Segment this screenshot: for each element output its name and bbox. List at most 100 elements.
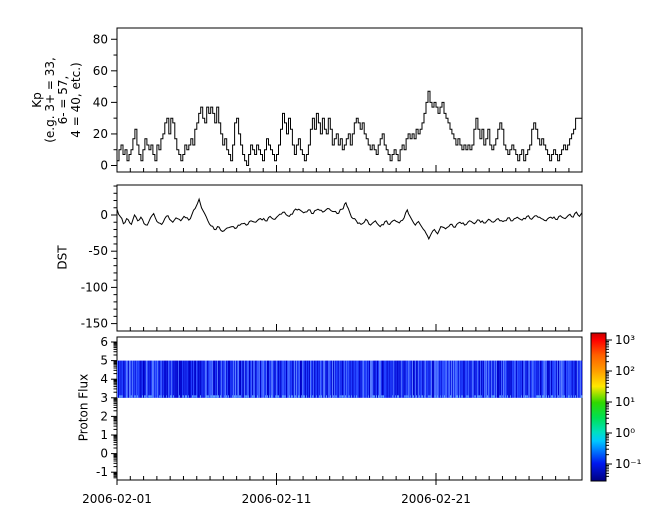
flux-column bbox=[162, 360, 164, 398]
flux-column bbox=[144, 360, 146, 398]
flux-column bbox=[163, 360, 165, 398]
flux-fringe bbox=[283, 395, 285, 398]
flux-column bbox=[147, 360, 149, 398]
flux-fringe bbox=[226, 395, 228, 398]
flux-column bbox=[387, 360, 389, 398]
flux-column bbox=[308, 360, 310, 398]
flux-column bbox=[136, 360, 138, 398]
flux-column bbox=[561, 360, 563, 398]
flux-fringe bbox=[374, 395, 376, 398]
flux-fringe bbox=[494, 395, 496, 398]
flux-column bbox=[441, 360, 443, 398]
flux-column bbox=[445, 360, 447, 398]
flux-fringe bbox=[142, 395, 144, 398]
flux-fringe bbox=[265, 395, 267, 398]
flux-fringe bbox=[487, 395, 489, 398]
flux-fringe bbox=[381, 395, 383, 398]
y-tick-label: 4 bbox=[100, 372, 108, 386]
flux-column bbox=[348, 360, 350, 398]
flux-column bbox=[531, 360, 533, 398]
flux-column bbox=[333, 360, 335, 398]
flux-column bbox=[313, 360, 315, 398]
flux-column bbox=[381, 360, 383, 398]
flux-fringe bbox=[193, 395, 195, 398]
flux-fringe bbox=[351, 395, 353, 398]
flux-column bbox=[281, 360, 283, 398]
flux-column bbox=[515, 360, 517, 398]
flux-fringe bbox=[245, 395, 247, 398]
flux-column bbox=[524, 360, 526, 398]
flux-column bbox=[434, 360, 436, 398]
flux-column bbox=[435, 360, 437, 398]
flux-column bbox=[128, 360, 130, 398]
flux-column bbox=[252, 360, 254, 398]
flux-fringe bbox=[214, 395, 216, 398]
flux-fringe bbox=[526, 395, 528, 398]
flux-fringe bbox=[466, 395, 468, 398]
flux-fringe bbox=[312, 395, 314, 398]
flux-column bbox=[235, 360, 237, 398]
flux-fringe bbox=[477, 395, 479, 398]
flux-column bbox=[335, 360, 337, 398]
flux-fringe bbox=[499, 395, 501, 398]
flux-column bbox=[280, 360, 282, 398]
flux-column bbox=[314, 360, 316, 398]
flux-column bbox=[550, 360, 552, 398]
flux-fringe bbox=[345, 395, 347, 398]
flux-column bbox=[254, 360, 256, 398]
flux-column bbox=[356, 360, 358, 398]
flux-column bbox=[491, 360, 493, 398]
flux-fringe bbox=[179, 395, 181, 398]
flux-column bbox=[154, 360, 156, 398]
flux-fringe bbox=[538, 395, 540, 398]
flux-fringe bbox=[240, 395, 242, 398]
flux-fringe bbox=[130, 395, 132, 398]
flux-column bbox=[510, 360, 512, 398]
flux-column bbox=[175, 360, 177, 398]
flux-column bbox=[400, 360, 402, 398]
flux-fringe bbox=[122, 395, 124, 398]
panel-frame bbox=[116, 336, 583, 481]
flux-column bbox=[261, 360, 263, 398]
flux-column bbox=[476, 360, 478, 398]
flux-fringe bbox=[254, 395, 256, 398]
flux-fringe bbox=[422, 395, 424, 398]
flux-column bbox=[271, 360, 273, 398]
flux-fringe bbox=[321, 395, 323, 398]
flux-column bbox=[300, 360, 302, 398]
flux-column bbox=[284, 360, 286, 398]
flux-column bbox=[279, 360, 281, 398]
flux-column bbox=[289, 360, 291, 398]
flux-column bbox=[477, 360, 479, 398]
flux-column bbox=[294, 360, 296, 398]
flux-column bbox=[449, 360, 451, 398]
y-tick-label: 2 bbox=[100, 409, 108, 423]
flux-fringe bbox=[481, 395, 483, 398]
flux-fringe bbox=[502, 395, 504, 398]
flux-column bbox=[316, 360, 318, 398]
flux-fringe bbox=[188, 395, 190, 398]
flux-column bbox=[497, 360, 499, 398]
flux-fringe bbox=[144, 395, 146, 398]
flux-column bbox=[525, 360, 527, 398]
flux-column bbox=[520, 360, 522, 398]
flux-column bbox=[145, 360, 147, 398]
flux-fringe bbox=[335, 395, 337, 398]
flux-fringe bbox=[207, 395, 209, 398]
flux-column bbox=[465, 360, 467, 398]
y-tick-label: 0 bbox=[100, 208, 108, 222]
flux-column bbox=[310, 360, 312, 398]
flux-column bbox=[564, 360, 566, 398]
dst-axis-label: DST bbox=[55, 245, 70, 270]
flux-column bbox=[298, 360, 300, 398]
x-tick-label: 2006-02-11 bbox=[242, 492, 312, 506]
flux-column bbox=[574, 360, 576, 398]
flux-fringe bbox=[163, 395, 165, 398]
flux-fringe bbox=[421, 395, 423, 398]
flux-column bbox=[570, 360, 572, 398]
flux-fringe bbox=[564, 395, 566, 398]
flux-column bbox=[462, 360, 464, 398]
flux-column bbox=[554, 360, 556, 398]
y-tick-label: -1 bbox=[96, 465, 108, 479]
